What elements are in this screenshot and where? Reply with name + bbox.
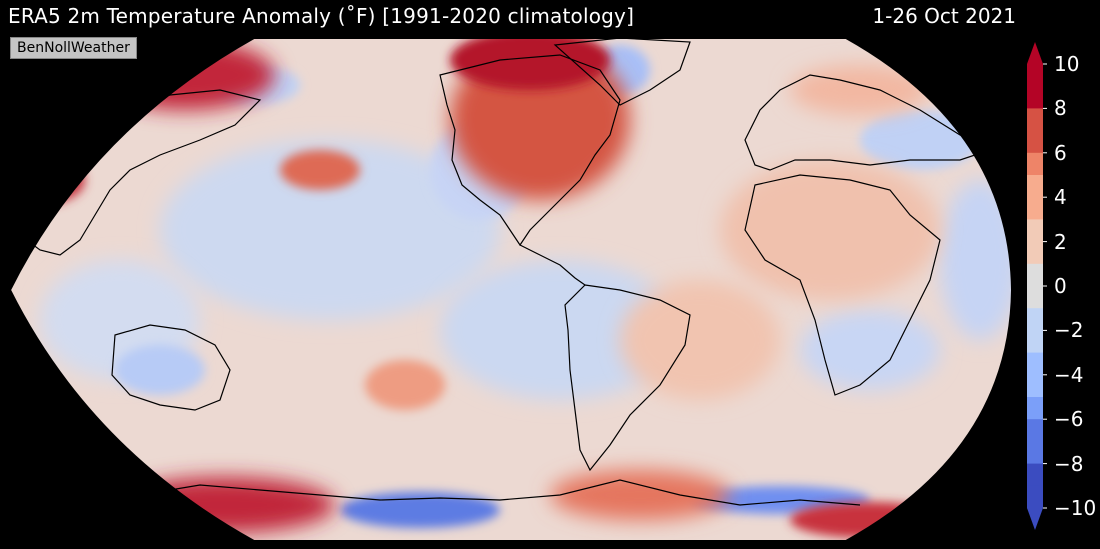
colorbar-tick-label: 0 <box>1054 274 1067 298</box>
colorbar-band <box>1027 152 1043 176</box>
colorbar-band <box>1027 86 1043 109</box>
colorbar-band <box>1027 130 1043 154</box>
colorbar-tick-marks <box>1043 63 1047 509</box>
central-america-outline <box>519 244 586 286</box>
colorbar-band <box>1027 308 1043 331</box>
colorbar-tick-label: −10 <box>1054 496 1097 520</box>
colorbar-band <box>1027 463 1043 487</box>
colorbar-min-arrow <box>1027 508 1043 530</box>
colorbar-tick-label: 4 <box>1054 185 1067 210</box>
colorbar-bands <box>1027 64 1043 509</box>
colorbar-band <box>1027 108 1043 132</box>
colorbar-tick-label: 8 <box>1054 96 1067 121</box>
colorbar-band <box>1027 286 1043 309</box>
colorbar-band <box>1027 374 1043 398</box>
colorbar-tick-label: −2 <box>1054 318 1084 343</box>
globe <box>10 38 1012 541</box>
africa-outline <box>744 174 941 396</box>
colorbar-band <box>1027 485 1043 509</box>
colorbar-max-arrow <box>1027 42 1043 64</box>
colorbar-tick-label: 6 <box>1054 140 1067 165</box>
colorbar-band <box>1027 219 1043 243</box>
colorbar-tick-label: 10 <box>1054 52 1080 76</box>
colorbar-band <box>1027 352 1043 376</box>
north-america-outline <box>439 54 621 247</box>
globe-border <box>8 37 1014 542</box>
credit-badge: BenNollWeather <box>10 37 137 59</box>
colorbar-band <box>1027 175 1043 198</box>
colorbar-band <box>1027 397 1043 420</box>
colorbar-tick-label: −4 <box>1054 362 1084 387</box>
map-title: ERA5 2m Temperature Anomaly (˚F) [1991-2… <box>8 4 635 28</box>
date-range-label: 1-26 Oct 2021 <box>872 4 1016 28</box>
colorbar-tick-label: 2 <box>1054 229 1067 254</box>
colorbar-tick-label: −8 <box>1054 451 1084 476</box>
australia-outline <box>111 324 231 411</box>
colorbar-band <box>1027 419 1043 442</box>
colorbar-band <box>1027 64 1043 87</box>
antarctica-outline <box>139 479 861 506</box>
colorbar-band <box>1027 441 1043 465</box>
colorbar-band <box>1027 197 1043 220</box>
colorbar-tick-label: −6 <box>1054 407 1084 432</box>
colorbar-band <box>1027 241 1043 265</box>
colorbar-band <box>1027 330 1043 354</box>
south-america-outline <box>564 284 691 472</box>
colorbar <box>1027 42 1047 530</box>
colorbar-band <box>1027 263 1043 287</box>
